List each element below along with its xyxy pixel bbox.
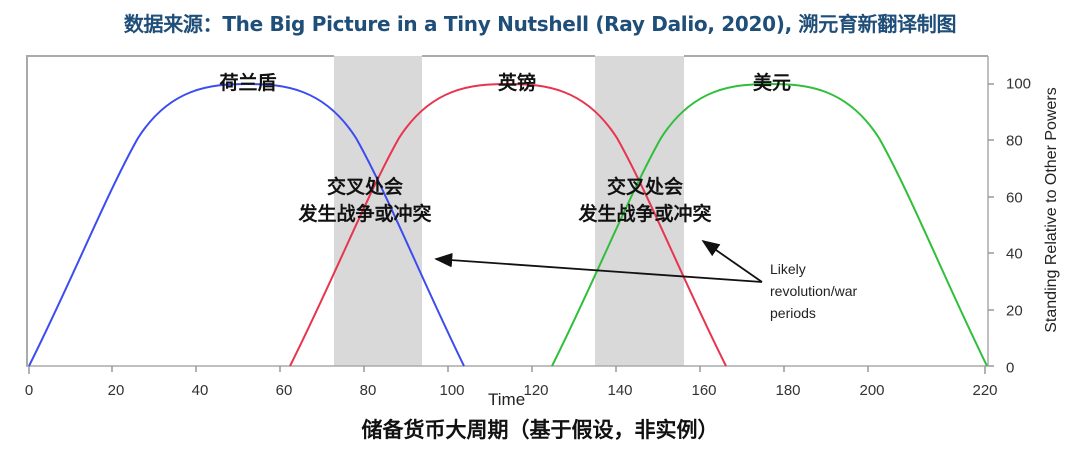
- british-pound-label: 英镑: [497, 72, 537, 94]
- x-tick-100: 100: [439, 382, 465, 399]
- y-axis-label: Standing Relative to Other Powers: [1043, 87, 1060, 333]
- chart-title: 数据来源：The Big Picture in a Tiny Nutshell …: [123, 12, 957, 36]
- us-dollar-label: 美元: [752, 72, 792, 94]
- us-dollar-curve: [551, 82, 988, 367]
- y-tick-80: 80: [1006, 132, 1023, 150]
- x-tick-200: 200: [859, 382, 885, 399]
- x-tick-220: 220: [972, 382, 998, 399]
- crossing-annotation-2: 交叉处会 发生战争或冲突: [578, 174, 711, 228]
- war-period-band-2: [595, 56, 684, 366]
- x-tick-40: 40: [191, 382, 209, 399]
- annotation-line3: periods: [770, 305, 816, 321]
- x-tick-0: 0: [24, 382, 34, 399]
- annotation-line1: Likely: [770, 261, 806, 277]
- british-pound-curve: [289, 82, 727, 367]
- x-tick-160: 160: [691, 382, 717, 399]
- y-axis-ticks: [988, 83, 994, 367]
- dutch-guilder-curve: [28, 82, 465, 367]
- crossing-annotation-1-line1: 交叉处会: [326, 176, 404, 198]
- chart-subtitle: 储备货币大周期（基于假设，非实例）: [361, 418, 719, 442]
- x-tick-80: 80: [359, 382, 377, 399]
- crossing-annotation-1-line2: 发生战争或冲突: [298, 203, 432, 225]
- y-tick-20: 20: [1006, 302, 1023, 320]
- x-tick-120: 120: [523, 382, 549, 399]
- annotation-line2: revolution/war: [770, 283, 858, 299]
- war-periods-annotation: Likely revolution/war periods: [770, 258, 857, 324]
- y-tick-100: 100: [1006, 75, 1032, 93]
- y-tick-0: 0: [1006, 359, 1015, 377]
- war-period-band-1: [334, 56, 422, 366]
- x-axis-label: Time: [488, 390, 526, 409]
- x-tick-60: 60: [275, 382, 293, 399]
- crossing-annotation-2-line1: 交叉处会: [606, 176, 684, 198]
- x-tick-140: 140: [607, 382, 633, 399]
- y-tick-60: 60: [1006, 189, 1023, 207]
- arrow-to-band-1: [434, 252, 763, 283]
- crossing-annotation-2-line2: 发生战争或冲突: [578, 203, 712, 225]
- arrow-to-band-2: [701, 239, 763, 283]
- x-axis-ticks: [28, 366, 986, 374]
- crossing-annotation-1: 交叉处会 发生战争或冲突: [298, 174, 431, 228]
- x-tick-180: 180: [775, 382, 801, 399]
- dutch-guilder-label: 荷兰盾: [219, 72, 277, 94]
- y-tick-40: 40: [1006, 245, 1023, 263]
- x-tick-20: 20: [107, 382, 125, 399]
